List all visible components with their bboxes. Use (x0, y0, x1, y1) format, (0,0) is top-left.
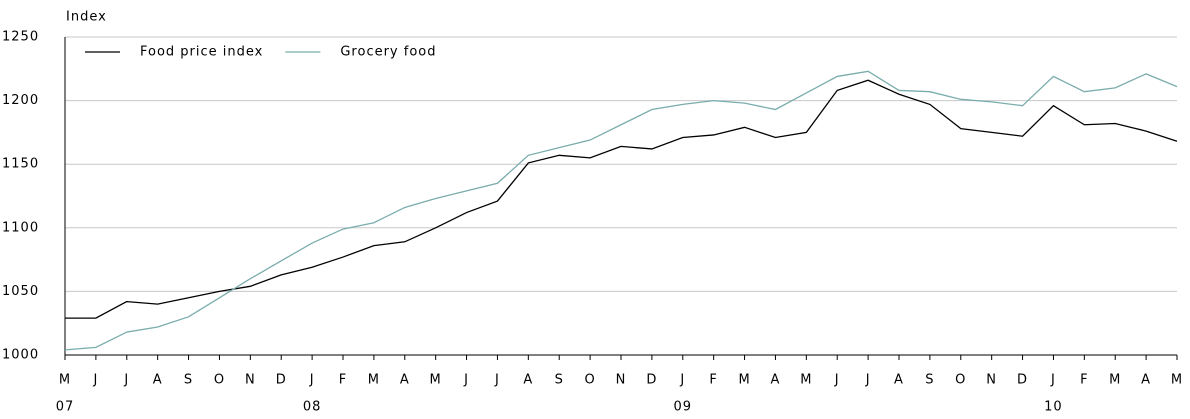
y-tick-label: 1050 (2, 284, 39, 299)
x-tick-label: A (770, 373, 780, 388)
x-tick-label: J (1050, 373, 1056, 388)
x-tick-label: A (1141, 373, 1151, 388)
x-tick-label: N (616, 373, 627, 388)
y-tick-label: 1200 (2, 93, 39, 108)
x-tick-label: J (834, 373, 840, 388)
y-tick-label: 1250 (2, 30, 39, 45)
year-label: 10 (1044, 400, 1063, 415)
x-tick-label: D (646, 373, 657, 388)
year-label: 07 (56, 400, 75, 415)
x-tick-label: M (738, 373, 750, 388)
year-label: 08 (303, 400, 322, 415)
x-tick-label: M (1109, 373, 1121, 388)
x-tick-label: O (214, 373, 225, 388)
series-line (65, 79, 1178, 319)
y-axis-label: Index (66, 10, 107, 25)
x-tick-label: M (368, 373, 380, 388)
x-tick-label: O (955, 373, 966, 388)
x-tick-label: J (123, 373, 129, 388)
legend-label: Food price index (140, 45, 263, 60)
x-tick-label: M (59, 373, 71, 388)
x-tick-label: J (494, 373, 500, 388)
y-tick-label: 1100 (2, 220, 39, 235)
legend-label: Grocery food (340, 45, 436, 60)
x-tick-label: N (986, 373, 997, 388)
x-tick-label: J (463, 373, 469, 388)
x-tick-label: F (1080, 373, 1088, 388)
x-tick-label: S (925, 373, 934, 388)
x-tick-label: S (555, 373, 564, 388)
x-tick-label: A (153, 373, 163, 388)
x-tick-label: D (1017, 373, 1028, 388)
x-tick-label: F (709, 373, 717, 388)
x-tick-label: S (184, 373, 193, 388)
series-line (64, 70, 1178, 351)
x-tick-label: D (276, 373, 287, 388)
x-tick-label: J (865, 373, 871, 388)
x-tick-label: N (245, 373, 256, 388)
y-tick-label: 1000 (2, 348, 39, 363)
x-tick-label: A (523, 373, 533, 388)
x-tick-label: J (679, 373, 685, 388)
x-tick-label: M (430, 373, 442, 388)
x-tick-label: O (584, 373, 595, 388)
x-tick-label: J (92, 373, 98, 388)
x-tick-label: M (1171, 373, 1183, 388)
y-tick-label: 1150 (2, 157, 39, 172)
x-tick-label: A (894, 373, 904, 388)
x-tick-label: J (309, 373, 315, 388)
year-label: 09 (674, 400, 693, 415)
x-tick-label: A (400, 373, 410, 388)
x-tick-label: F (339, 373, 347, 388)
x-tick-label: M (800, 373, 812, 388)
